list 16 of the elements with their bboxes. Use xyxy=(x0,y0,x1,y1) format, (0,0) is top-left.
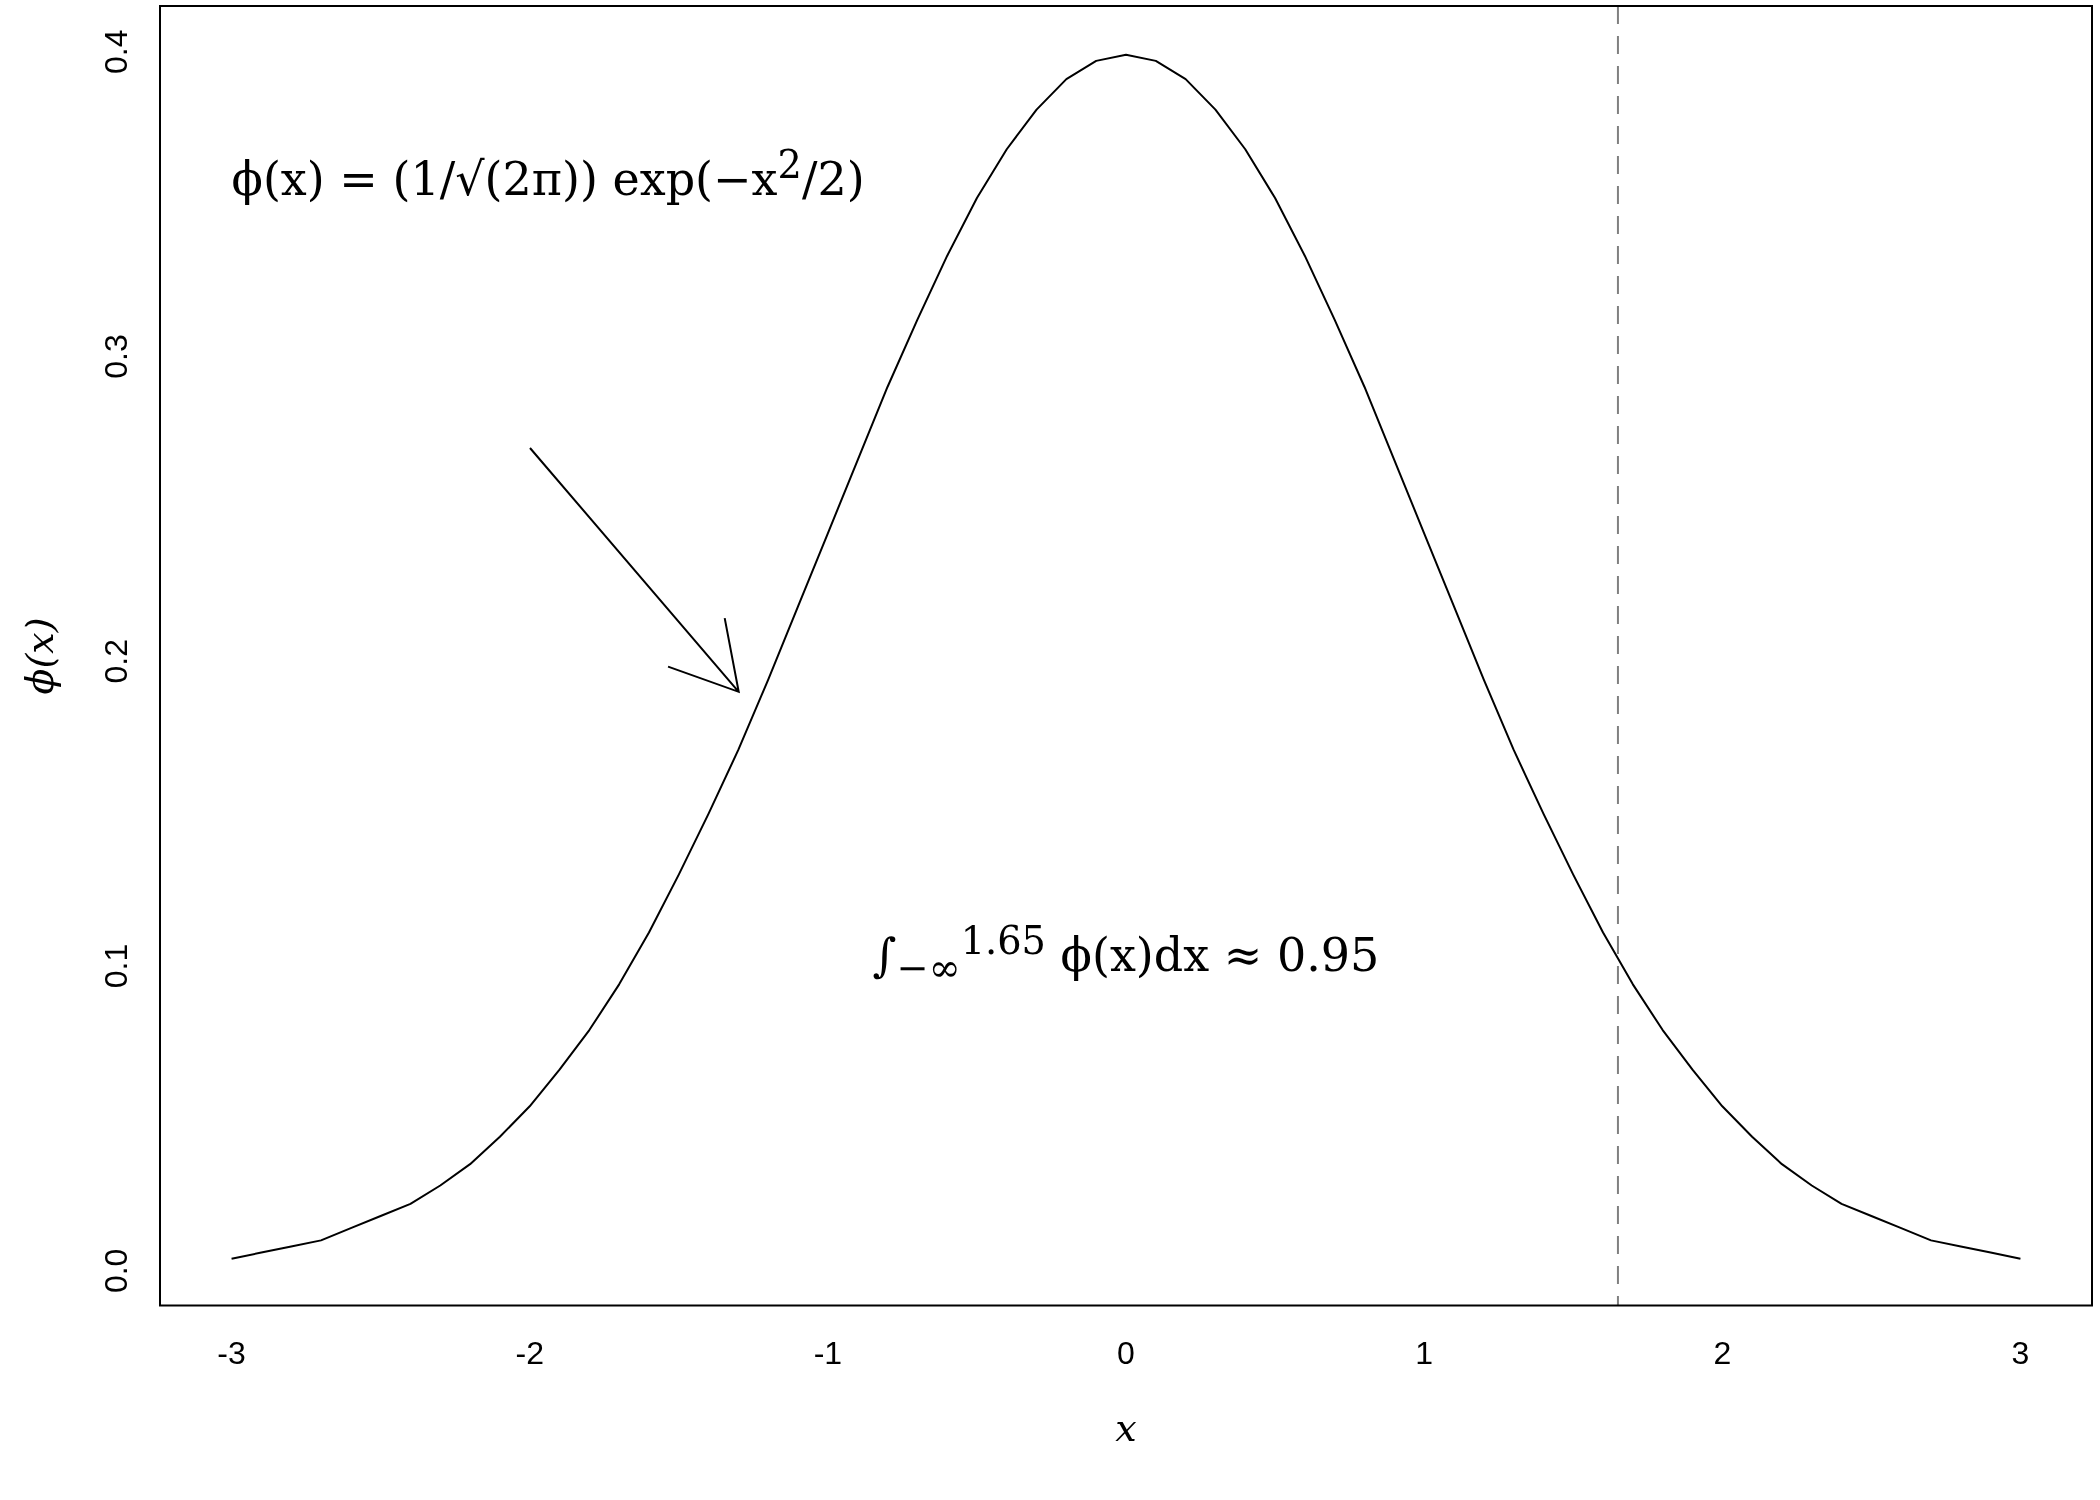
x-tick-label: 1 xyxy=(1415,1334,1434,1371)
x-tick-label: -3 xyxy=(217,1334,246,1371)
x-tick-label: 2 xyxy=(1713,1334,1732,1371)
y-axis-title: ϕ(x) xyxy=(18,617,62,695)
x-tick-label: -2 xyxy=(515,1334,544,1371)
y-tick-label: 0.0 xyxy=(97,1248,134,1294)
y-tick-label: 0.1 xyxy=(97,943,134,989)
x-tick-label: -1 xyxy=(813,1334,843,1371)
annotation: ϕ(x) = (1/√(2π)) exp(−x$^{2}$/2) xyxy=(231,141,865,206)
x-tick-label: 3 xyxy=(2011,1334,2030,1371)
annotation: ∫$_{−∞}$$^{1.65}$ ϕ(x)dx ≈ 0.95 xyxy=(872,918,1380,990)
x-tick-label: 0 xyxy=(1117,1334,1135,1371)
y-tick-label: 0.4 xyxy=(97,29,134,74)
x-axis-title: x xyxy=(1115,1405,1137,1450)
y-tick-label: 0.2 xyxy=(97,639,134,684)
y-tick-label: 0.3 xyxy=(97,334,134,379)
